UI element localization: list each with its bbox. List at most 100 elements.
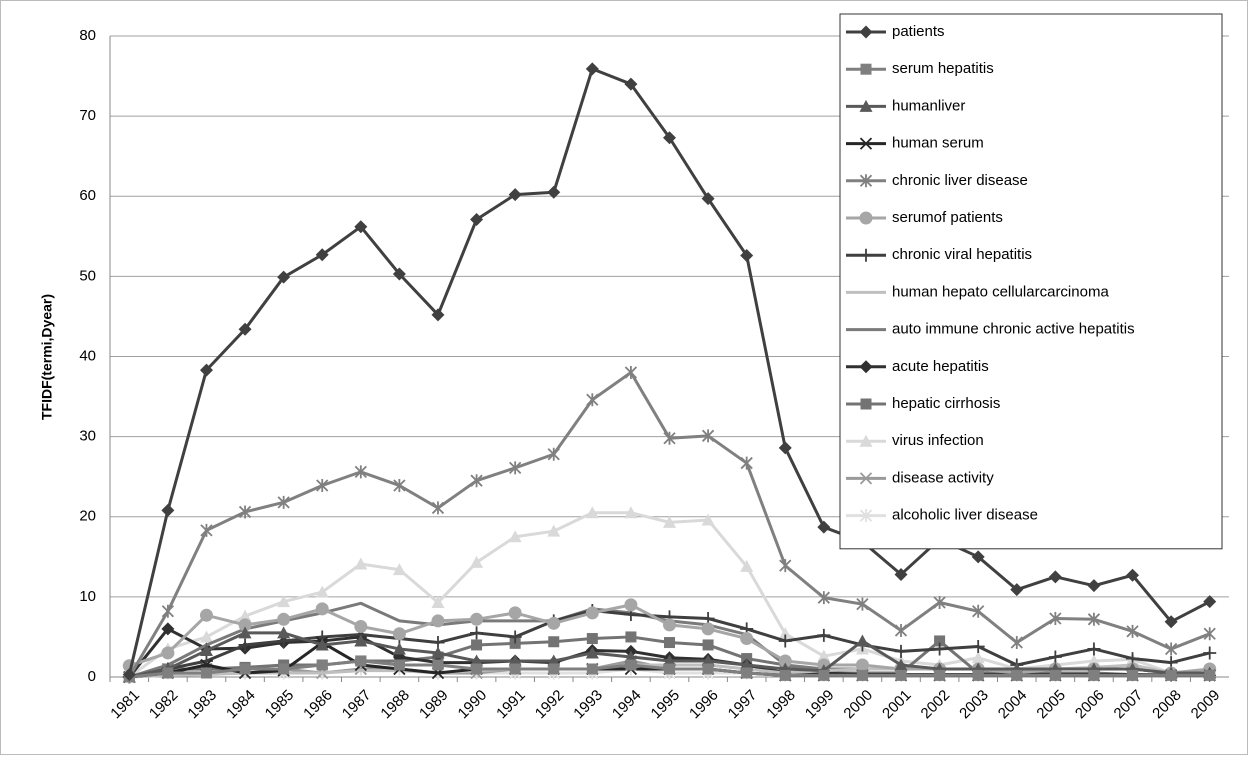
point-marker	[856, 669, 868, 681]
point-marker	[199, 608, 213, 622]
point-marker	[856, 597, 869, 611]
point-marker	[1088, 669, 1100, 681]
point-marker	[199, 363, 213, 377]
y-tick-label: 10	[79, 588, 96, 605]
point-marker	[934, 635, 946, 647]
point-marker	[1010, 636, 1023, 650]
point-marker	[585, 646, 599, 659]
point-marker	[508, 530, 522, 543]
point-marker	[624, 650, 638, 663]
legend-label: disease activity	[892, 469, 994, 486]
point-marker	[585, 506, 599, 519]
point-marker	[624, 506, 638, 519]
point-marker	[624, 366, 638, 380]
point-marker	[509, 663, 521, 675]
point-marker	[161, 503, 175, 517]
legend-label: human serum	[892, 135, 984, 152]
point-marker	[663, 618, 676, 632]
point-marker	[895, 669, 907, 681]
point-marker	[859, 248, 873, 262]
point-marker	[470, 612, 484, 626]
point-marker	[859, 137, 873, 150]
point-marker	[778, 634, 792, 648]
point-marker	[508, 654, 522, 667]
point-marker	[239, 663, 251, 675]
point-marker	[278, 663, 290, 675]
point-marker	[508, 630, 522, 644]
point-marker	[161, 622, 175, 636]
point-marker	[1203, 627, 1216, 641]
point-marker	[470, 212, 484, 226]
point-marker	[663, 131, 676, 145]
point-marker	[702, 663, 714, 675]
point-marker	[354, 465, 367, 479]
y-axis-label: TFIDF(termi,Dyear)	[39, 294, 55, 420]
point-marker	[624, 77, 638, 91]
point-marker	[316, 659, 328, 671]
point-marker	[1048, 570, 1062, 584]
point-marker	[1087, 579, 1101, 593]
legend-label: humanliver	[892, 97, 965, 114]
point-marker	[470, 654, 484, 667]
point-marker	[547, 616, 561, 630]
point-marker	[855, 658, 869, 672]
legend-label: human hepato cellularcarcinoma	[892, 283, 1109, 300]
point-marker	[277, 495, 290, 509]
point-marker	[894, 644, 908, 658]
point-marker	[972, 604, 985, 618]
point-marker	[971, 640, 985, 654]
point-marker	[392, 627, 406, 641]
point-marker	[547, 654, 561, 667]
point-marker	[355, 655, 367, 667]
point-marker	[701, 513, 715, 526]
point-marker	[1048, 650, 1062, 664]
legend-label: serum hepatitis	[892, 60, 994, 77]
point-marker	[315, 602, 329, 616]
point-marker	[161, 604, 175, 618]
point-marker	[859, 211, 873, 225]
point-marker	[625, 631, 637, 643]
point-marker	[162, 667, 174, 679]
point-marker	[470, 626, 484, 640]
point-marker	[1087, 642, 1101, 656]
point-marker	[122, 668, 136, 682]
point-marker	[1010, 583, 1024, 597]
point-marker	[586, 633, 598, 645]
point-marker	[548, 636, 560, 648]
point-marker	[971, 550, 985, 564]
point-marker	[701, 192, 715, 206]
point-marker	[238, 638, 252, 652]
point-marker	[315, 248, 329, 262]
point-marker	[238, 609, 252, 622]
point-marker	[199, 644, 213, 657]
point-marker	[778, 441, 792, 455]
legend-label: patients	[892, 23, 945, 40]
point-marker	[859, 174, 873, 188]
legend-label: virus infection	[892, 432, 984, 449]
legend-label: serumof patients	[892, 209, 1003, 226]
point-marker	[277, 270, 291, 284]
y-tick-label: 20	[79, 508, 96, 525]
point-marker	[817, 591, 830, 605]
point-marker	[586, 663, 598, 675]
y-tick-label: 30	[79, 428, 96, 445]
point-marker	[508, 606, 522, 620]
point-marker	[1126, 624, 1139, 638]
point-marker	[431, 595, 445, 608]
legend-label: hepatic cirrhosis	[892, 395, 1000, 412]
point-marker	[392, 267, 406, 281]
point-marker	[471, 663, 483, 675]
point-marker	[392, 563, 406, 576]
point-marker	[277, 626, 291, 639]
point-marker	[277, 595, 291, 608]
point-marker	[393, 479, 406, 493]
point-marker	[547, 447, 560, 461]
point-marker	[778, 627, 792, 640]
point-marker	[860, 398, 872, 410]
point-marker	[354, 557, 368, 570]
point-marker	[277, 612, 291, 626]
legend-label: chronic liver disease	[892, 172, 1028, 189]
legend-box	[839, 13, 1223, 550]
point-marker	[431, 646, 445, 659]
point-marker	[778, 654, 792, 668]
